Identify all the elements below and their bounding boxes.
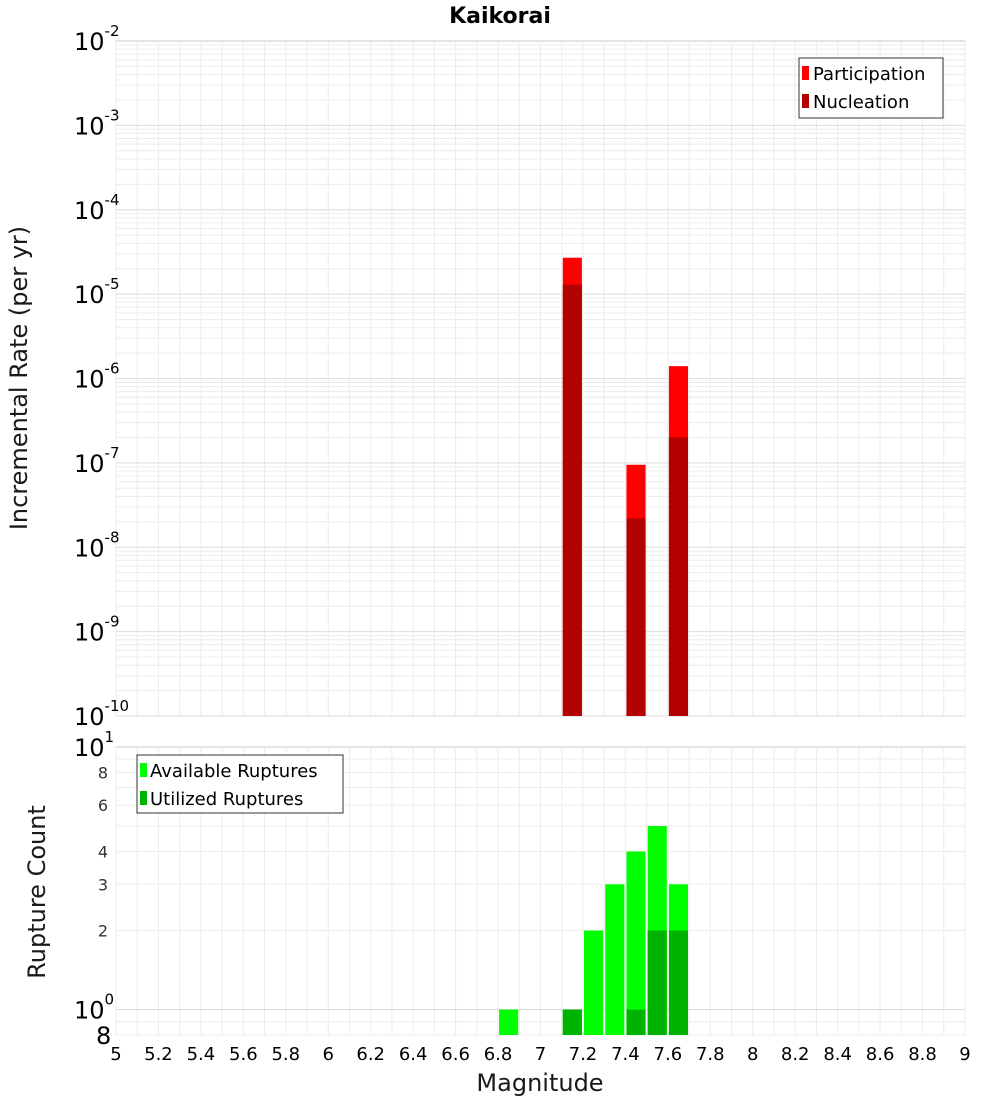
- top-bars: [562, 257, 689, 716]
- bar-available-ruptures: [499, 1009, 519, 1035]
- bottom-y-minor-tick-label: 8: [98, 763, 108, 782]
- bottom-y-axis-label: Rupture Count: [23, 805, 51, 979]
- chart-title: Kaikorai: [449, 4, 551, 29]
- bottom-legend: Available Ruptures Utilized Ruptures: [136, 754, 344, 814]
- legend-swatch-participation: [802, 66, 809, 80]
- bar-utilized-ruptures: [626, 1009, 646, 1035]
- x-tick-label: 8.2: [781, 1044, 810, 1065]
- legend-swatch-nucleation: [802, 94, 809, 108]
- bottom-y-minor-tick-label: 2: [98, 922, 108, 941]
- x-tick-label: 9: [959, 1044, 970, 1065]
- x-tick-label: 8.4: [823, 1044, 852, 1065]
- bottom-y-minor-tick-label: 3: [98, 875, 108, 894]
- x-tick-label: 5.6: [229, 1044, 258, 1065]
- x-tick-label: 5.2: [144, 1044, 173, 1065]
- x-tick-label: 6.8: [484, 1044, 513, 1065]
- bottom-y-minor-tick-label: 4: [98, 842, 108, 861]
- bar-available-ruptures: [605, 884, 625, 1035]
- legend-label-available: Available Ruptures: [150, 761, 318, 782]
- top-legend-box: [798, 57, 944, 119]
- top-legend: Participation Nucleation: [798, 57, 944, 119]
- bottom-y-tick-label: 101: [74, 728, 114, 762]
- top-y-tick-label: 10-7: [74, 444, 120, 478]
- x-tick-label: 5: [110, 1044, 121, 1065]
- bar-available-ruptures: [584, 930, 604, 1035]
- top-y-tick-label: 10-10: [74, 697, 129, 731]
- x-tick-label: 5.8: [271, 1044, 300, 1065]
- x-tick-label: 8.6: [866, 1044, 895, 1065]
- bottom-legend-box: [136, 754, 344, 814]
- legend-swatch-utilized: [140, 791, 147, 805]
- x-tick-label: 6.4: [399, 1044, 428, 1065]
- x-tick-label: 5.4: [187, 1044, 216, 1065]
- bottom-grid: [115, 747, 966, 1036]
- top-y-tick-label: 10-5: [74, 275, 120, 309]
- top-y-tick-label: 10-2: [74, 22, 120, 56]
- x-tick-label: 7.6: [654, 1044, 683, 1065]
- x-tick-labels: 5 5.2 5.4 5.6 5.8 6 6.2 6.4 6.6 6.8 7 7.2 7.4 7.6 7.8 8…: [110, 1044, 970, 1065]
- top-y-tick-label: 10-6: [74, 360, 120, 394]
- top-y-tick-labels: 10-2 10-3 10-4 10-5 10-6 10-7 10-8 10-9 10-10: [74, 22, 129, 731]
- x-tick-label: 7.4: [611, 1044, 640, 1065]
- x-tick-label: 7.8: [696, 1044, 725, 1065]
- x-tick-label: 6.2: [356, 1044, 385, 1065]
- x-tick-label: 8.8: [908, 1044, 937, 1065]
- x-tick-label: 7: [535, 1044, 546, 1065]
- legend-label-nucleation: Nucleation: [813, 92, 909, 113]
- x-tick-label: 7.2: [569, 1044, 598, 1065]
- bar-available-ruptures: [626, 851, 646, 1035]
- bottom-y-bottom-label: 8: [96, 1022, 111, 1050]
- x-tick-label: 8: [747, 1044, 758, 1065]
- top-panel: 10-2 10-3 10-4 10-5 10-6 10-7 10-8 10-9 10-10 In…: [5, 22, 966, 731]
- bottom-y-tick-label: 100: [74, 991, 114, 1025]
- top-grid: [115, 41, 966, 717]
- legend-label-utilized: Utilized Ruptures: [150, 789, 303, 810]
- x-axis-label: Magnitude: [476, 1069, 603, 1097]
- bar-utilized-ruptures: [668, 930, 689, 1035]
- top-y-tick-label: 10-4: [74, 191, 120, 225]
- top-y-tick-label: 10-3: [74, 106, 120, 140]
- bar-nucleation: [562, 284, 582, 716]
- bar-nucleation: [626, 518, 646, 716]
- top-y-axis-label: Incremental Rate (per yr): [5, 226, 33, 530]
- bar-utilized-ruptures: [562, 1009, 582, 1035]
- top-y-tick-label: 10-9: [74, 613, 120, 647]
- bottom-bars: [499, 826, 689, 1035]
- bottom-y-minor-tick-label: 6: [98, 796, 108, 815]
- top-y-tick-label: 10-8: [74, 528, 120, 562]
- x-tick-label: 6: [323, 1044, 334, 1065]
- x-tick-label: 6.6: [441, 1044, 470, 1065]
- legend-label-participation: Participation: [813, 64, 925, 85]
- bar-nucleation: [668, 437, 689, 716]
- legend-swatch-available: [140, 763, 147, 777]
- bar-utilized-ruptures: [647, 930, 667, 1035]
